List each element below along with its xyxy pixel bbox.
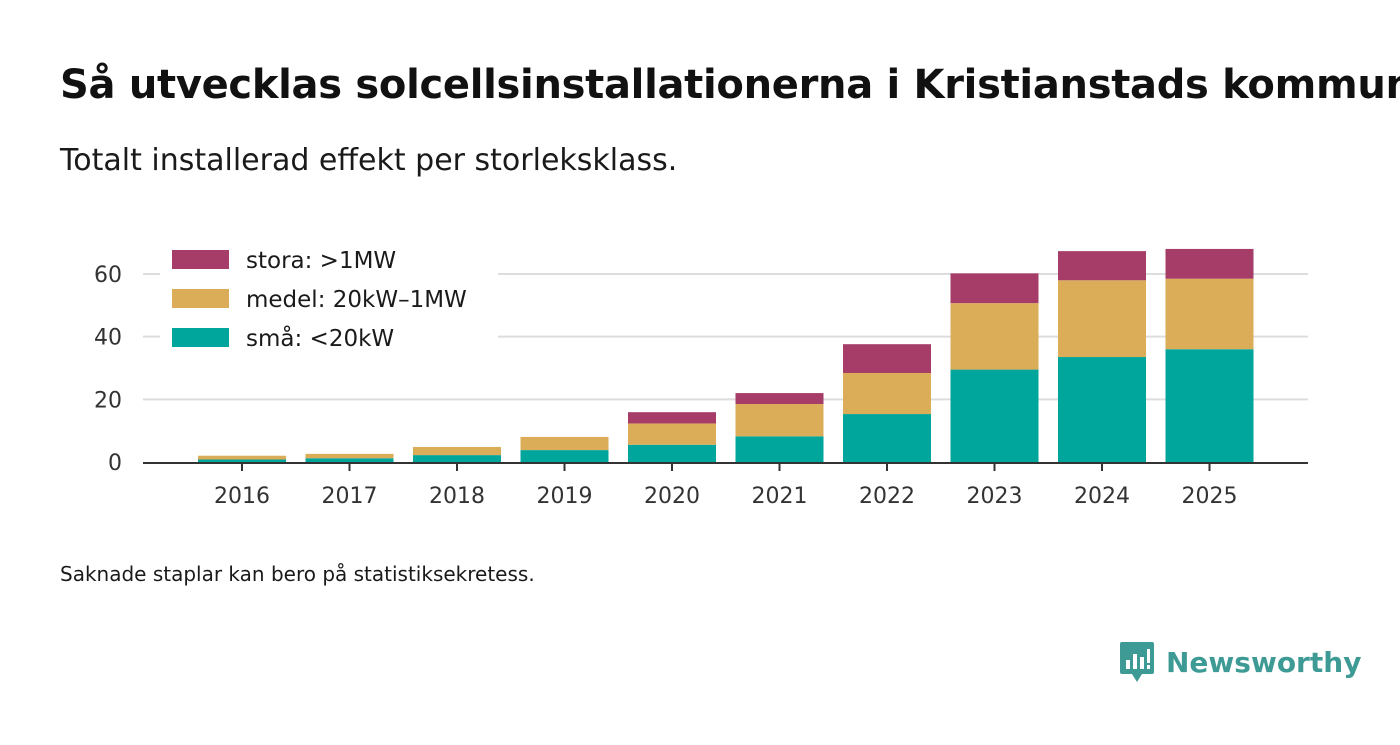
- x-tick-label: 2022: [859, 484, 915, 509]
- bar-segment: [305, 458, 394, 462]
- x-tick-label: 2017: [322, 484, 378, 509]
- x-tick-label: 2020: [644, 484, 700, 509]
- bar-segment: [735, 404, 824, 437]
- legend-swatch: [172, 250, 229, 269]
- y-tick-label: 40: [94, 326, 122, 351]
- y-tick-label: 0: [108, 451, 122, 476]
- chart-subtitle: Totalt installerad effekt per storlekskl…: [60, 143, 678, 178]
- x-tick-label: 2024: [1074, 484, 1130, 509]
- bar-segment: [843, 344, 931, 374]
- legend-label: stora: >1MW: [246, 248, 396, 274]
- x-tick-label: 2019: [537, 484, 593, 509]
- bar-segment: [628, 444, 716, 462]
- bar-segment: [843, 373, 931, 415]
- y-tick-label: 20: [94, 388, 122, 413]
- x-tick-label: 2025: [1182, 484, 1238, 509]
- legend: stora: >1MW medel: 20kW–1MW små: <20kW: [160, 243, 498, 355]
- y-tick-label: 60: [94, 263, 122, 288]
- bars: [198, 248, 1254, 462]
- footnote: Saknade staplar kan bero på statistiksek…: [60, 562, 535, 586]
- bar-segment: [735, 393, 824, 405]
- x-axis-ticks: 2016 2017 2018 2019 2020 2021 2022 2023 2024 2025: [214, 463, 1238, 509]
- bar-segment: [520, 450, 609, 462]
- legend-label: små: <20kW: [246, 324, 394, 352]
- bar-segment: [1165, 278, 1254, 350]
- brand: Newsworthy: [1118, 640, 1361, 684]
- bar-segment: [1058, 280, 1146, 358]
- brand-name: Newsworthy: [1166, 645, 1362, 679]
- bar-segment: [950, 273, 1039, 304]
- bar-segment: [843, 414, 931, 462]
- bar-segment: [305, 453, 394, 459]
- x-tick-label: 2023: [967, 484, 1023, 509]
- bar-segment: [198, 459, 286, 462]
- bar-segment: [1165, 349, 1254, 462]
- bar-segment: [628, 412, 716, 424]
- bar-segment: [950, 369, 1039, 462]
- bar-segment: [1058, 251, 1146, 281]
- bar-segment: [1058, 357, 1146, 462]
- chart-title: Så utvecklas solcellsinstallationerna i …: [60, 62, 1400, 108]
- x-tick-label: 2018: [429, 484, 485, 509]
- legend-swatch: [172, 328, 229, 347]
- bar-segment: [520, 436, 609, 451]
- bar-segment: [413, 455, 501, 462]
- bar-segment: [628, 423, 716, 445]
- bar-segment: [198, 455, 286, 460]
- x-tick-label: 2021: [752, 484, 808, 509]
- newsworthy-logo-icon: [1120, 642, 1154, 682]
- bar-segment: [735, 436, 824, 462]
- legend-swatch: [172, 289, 229, 308]
- x-tick-label: 2016: [214, 484, 270, 509]
- legend-label: medel: 20kW–1MW: [246, 287, 467, 313]
- bar-segment: [413, 446, 501, 456]
- bar-segment: [1165, 248, 1254, 279]
- y-axis-ticks: 0 20 40 60: [94, 263, 122, 476]
- bar-segment: [950, 303, 1039, 370]
